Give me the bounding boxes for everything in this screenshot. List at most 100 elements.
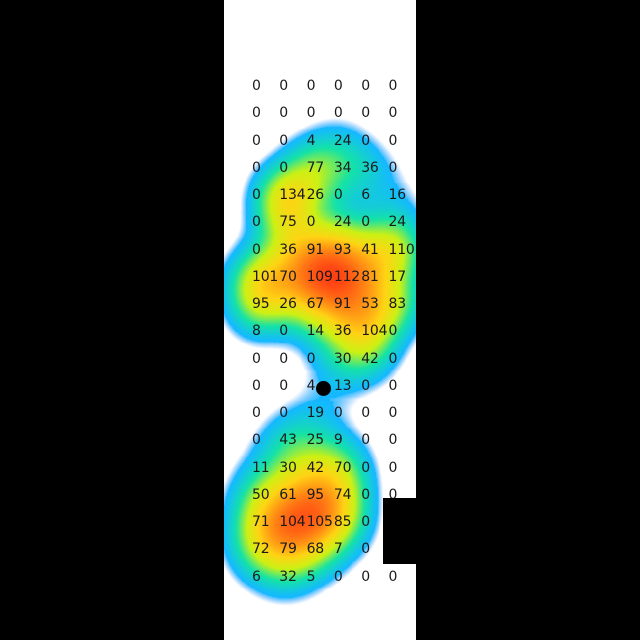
grid-cell: 79 xyxy=(279,541,297,558)
grid-cell: 0 xyxy=(361,514,370,530)
grid-cell: 0 xyxy=(361,541,370,558)
grid-cell: 61 xyxy=(279,486,297,503)
current-position-dot-icon xyxy=(316,381,331,396)
grid-cell: 112 xyxy=(333,268,361,285)
grid-cell: 14 xyxy=(306,323,325,340)
grid-cell: 72 xyxy=(252,541,270,558)
grid-cell: 0 xyxy=(361,132,370,149)
grid-cell: 0 xyxy=(252,350,261,367)
grid-cell: 68 xyxy=(306,541,325,558)
grid-cell: 0 xyxy=(333,78,343,94)
grid-cell: 6 xyxy=(361,187,370,203)
grid-cell: 91 xyxy=(306,241,325,258)
grid-cell: 0 xyxy=(361,214,370,231)
grid-cell: 0 xyxy=(361,459,370,476)
grid-cell: 71 xyxy=(252,514,270,530)
grid-cell: 0 xyxy=(279,132,289,149)
grid-cell: 0 xyxy=(388,323,398,340)
grid-cell: 70 xyxy=(333,459,352,476)
grid-cell: 0 xyxy=(388,568,398,585)
grid-cell: 0 xyxy=(306,214,316,231)
grid-cell: 16 xyxy=(388,187,407,203)
grid-cell: 43 xyxy=(279,432,297,449)
grid-cell: 4 xyxy=(306,132,316,149)
grid-cell: 93 xyxy=(333,241,352,258)
grid-cell: 0 xyxy=(361,78,370,94)
grid-cell: 0 xyxy=(333,187,343,203)
grid-cell: 0 xyxy=(388,459,398,476)
grid-cell: 13 xyxy=(333,377,352,394)
grid-cell: 0 xyxy=(306,350,316,367)
grid-cell: 9 xyxy=(333,432,343,449)
grid-cell: 0 xyxy=(333,568,343,585)
grid-cell: 42 xyxy=(306,459,325,476)
grid-cell: 0 xyxy=(361,432,370,449)
grid-cell: 0 xyxy=(388,132,398,149)
grid-cell: 50 xyxy=(252,486,270,503)
grid-cell: 0 xyxy=(388,78,398,94)
grid-cell: 104 xyxy=(279,514,306,530)
grid-cell: 0 xyxy=(279,350,289,367)
grid-cell: 104 xyxy=(361,323,388,340)
grid-cell: 0 xyxy=(279,405,289,421)
grid-cell: 34 xyxy=(333,159,352,176)
grid-cell: 0 xyxy=(279,105,289,122)
grid-cell: 0 xyxy=(388,405,398,421)
grid-cell: 0 xyxy=(279,323,289,340)
grid-cell: 11 xyxy=(252,459,270,476)
grid-cell: 41 xyxy=(361,241,379,258)
heatmap-panel: 0 0 0 0 0 0 0 0 0 0 0 0 0 0 4 24 0 0 0 0 77 34 36 0 0 134 26 0 6 16 0 7… xyxy=(224,0,416,640)
grid-cell: 0 xyxy=(252,214,261,231)
grid-cell: 83 xyxy=(388,296,407,312)
grid-cell: 6 xyxy=(252,568,261,585)
grid-cell: 0 xyxy=(333,405,343,421)
grid-cell: 42 xyxy=(361,350,379,367)
grid-cell: 24 xyxy=(333,132,352,149)
grid-cell: 0 xyxy=(306,78,316,94)
grid-cell: 24 xyxy=(388,214,407,231)
grid-cell: 75 xyxy=(279,214,297,231)
grid-cell: 4 xyxy=(306,377,316,394)
grid-cell: 110 xyxy=(388,241,415,258)
grid-cell: 0 xyxy=(279,159,289,176)
grid-cell: 67 xyxy=(306,296,325,312)
value-grid: 0 0 0 0 0 0 0 0 0 0 0 0 0 0 4 24 0 0 0 0 77 34 36 0 0 134 26 0 6 16 0 7… xyxy=(224,0,416,640)
grid-cell: 134 xyxy=(279,187,306,203)
grid-cell: 95 xyxy=(306,486,325,503)
grid-cell: 0 xyxy=(252,105,261,122)
grid-cell: 0 xyxy=(252,159,261,176)
grid-cell: 0 xyxy=(306,105,316,122)
grid-cell: 0 xyxy=(388,159,398,176)
grid-cell: 19 xyxy=(306,405,325,421)
grid-cell: 30 xyxy=(333,350,352,367)
grid-cell: 0 xyxy=(361,568,370,585)
grid-cell: 26 xyxy=(306,187,325,203)
grid-cell: 5 xyxy=(306,568,316,585)
grid-cell: 95 xyxy=(252,296,270,312)
grid-cell: 0 xyxy=(252,377,261,394)
grid-cell: 0 xyxy=(388,105,398,122)
grid-cell: 109 xyxy=(306,268,333,285)
grid-cell: 17 xyxy=(388,268,407,285)
grid-cell: 74 xyxy=(333,486,352,503)
grid-cell: 0 xyxy=(252,187,261,203)
grid-cell: 81 xyxy=(361,268,379,285)
grid-cell: 101 xyxy=(252,268,279,285)
grid-cell: 53 xyxy=(361,296,379,312)
occluding-block xyxy=(383,498,416,564)
grid-cell: 0 xyxy=(252,78,261,94)
grid-cell: 0 xyxy=(361,405,370,421)
grid-cell: 36 xyxy=(361,159,379,176)
grid-cell: 0 xyxy=(279,377,289,394)
grid-cell: 85 xyxy=(333,514,352,530)
grid-cell: 8 xyxy=(252,323,261,340)
grid-cell: 26 xyxy=(279,296,297,312)
grid-cell: 0 xyxy=(361,105,370,122)
grid-cell: 0 xyxy=(252,405,261,421)
grid-cell: 30 xyxy=(279,459,297,476)
grid-cell: 0 xyxy=(388,432,398,449)
grid-cell: 36 xyxy=(333,323,352,340)
grid-cell: 91 xyxy=(333,296,352,312)
grid-cell: 25 xyxy=(306,432,325,449)
